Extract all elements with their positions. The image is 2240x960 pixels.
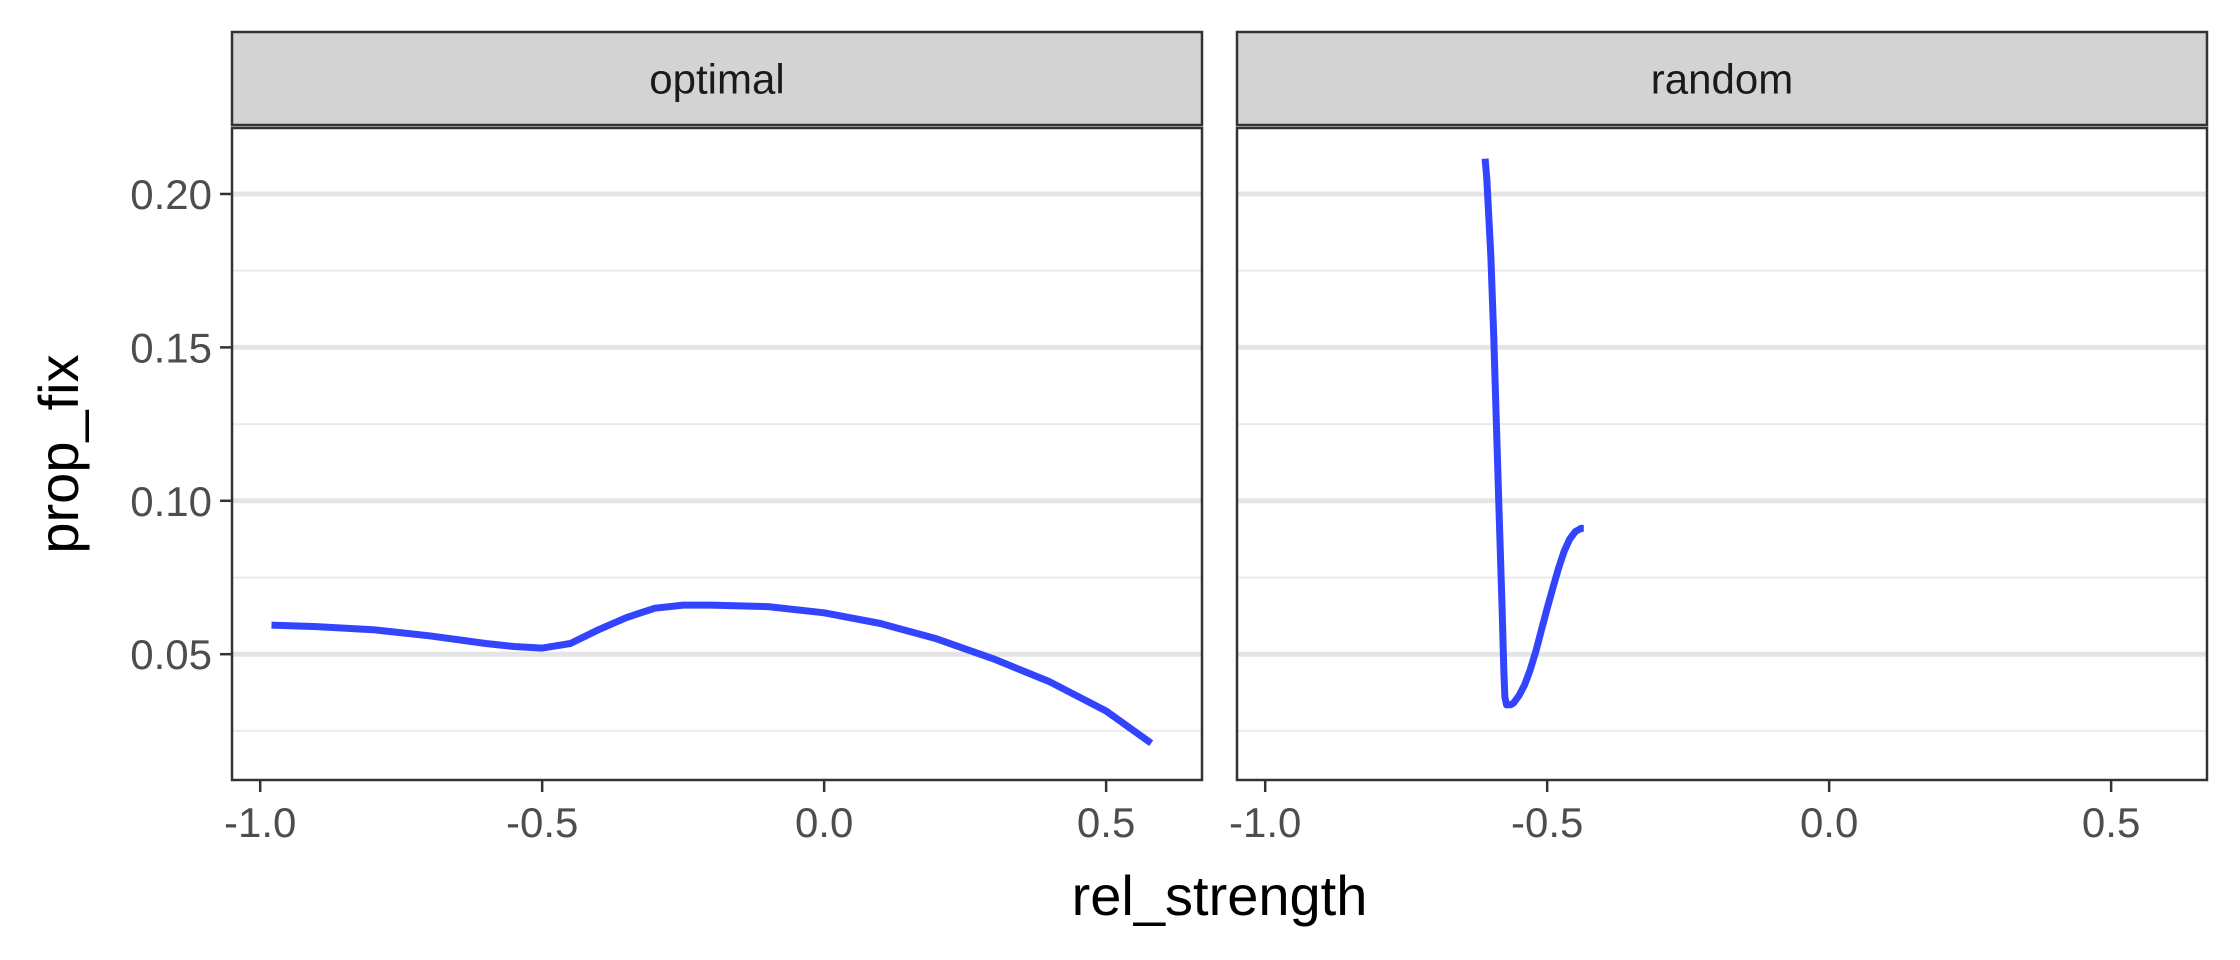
panel-border	[1235, 126, 2209, 782]
panel-random: random -1.0 -0.5 0.0 0.5	[1229, 30, 2209, 846]
y-tick-label: 0.20	[130, 171, 212, 218]
y-tick-label: 0.15	[130, 324, 212, 371]
x-tick-label: 0.5	[2082, 799, 2140, 846]
strip-box	[230, 30, 1204, 127]
strip-box	[1235, 30, 2209, 127]
panels-layer: optimal -1.0 -0.5 0.0 0.5 random -1.0 -0.5 0.0 0.…	[130, 30, 2209, 846]
panel-optimal: optimal -1.0 -0.5 0.0 0.5	[224, 30, 1204, 846]
x-tick-label: 0.5	[1077, 799, 1135, 846]
series-line	[1481, 158, 1585, 709]
x-tick-label: -0.5	[506, 799, 578, 846]
x-tick-label: -0.5	[1511, 799, 1583, 846]
x-tick-label: 0.0	[795, 799, 853, 846]
strip-label: optimal	[649, 56, 784, 103]
y-tick-label: 0.10	[130, 478, 212, 525]
panel-border	[230, 126, 1204, 782]
strip-label: random	[1651, 56, 1793, 103]
y-axis-title: prop_fix	[27, 354, 90, 553]
x-tick-label: 0.0	[1800, 799, 1858, 846]
y-tick-label: 0.05	[130, 631, 212, 678]
x-tick-label: -1.0	[224, 799, 296, 846]
series-line	[271, 601, 1154, 747]
x-tick-label: -1.0	[1229, 799, 1301, 846]
x-axis-title: rel_strength	[1072, 864, 1368, 927]
